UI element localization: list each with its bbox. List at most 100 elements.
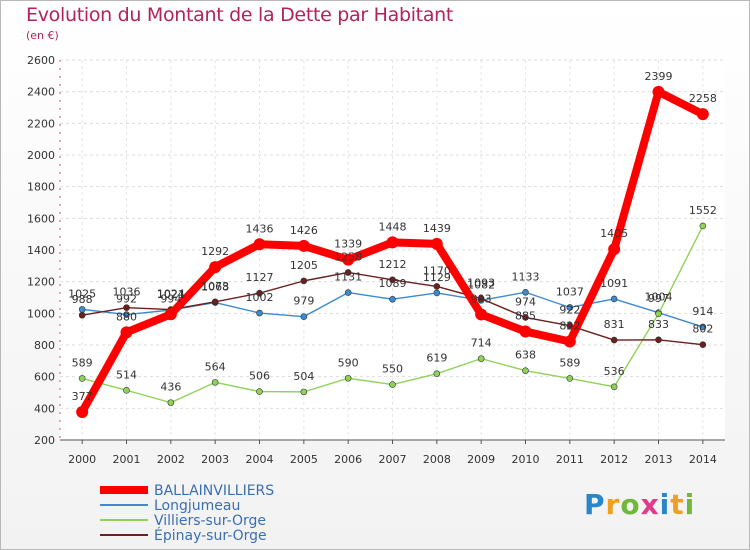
data-label: 2258 bbox=[689, 92, 717, 105]
data-label: 988 bbox=[72, 293, 93, 306]
data-point bbox=[344, 269, 352, 276]
data-label: 638 bbox=[515, 349, 536, 362]
data-point bbox=[610, 336, 618, 344]
data-label: 1089 bbox=[379, 277, 407, 290]
data-label: 1426 bbox=[290, 224, 318, 237]
proxiti-logo: Proxiti bbox=[584, 488, 696, 521]
data-point bbox=[522, 288, 529, 296]
data-point bbox=[610, 383, 618, 391]
data-label: 1129 bbox=[423, 271, 451, 284]
data-label: 1170 bbox=[423, 264, 451, 277]
data-point bbox=[522, 314, 529, 321]
data-label: 1073 bbox=[201, 280, 229, 293]
legend-label: BALLAINVILLIERS bbox=[154, 483, 274, 499]
x-tick-label: 2005 bbox=[290, 453, 318, 466]
data-point bbox=[342, 253, 355, 266]
data-label: 589 bbox=[559, 356, 580, 369]
x-tick-label: 2007 bbox=[379, 453, 407, 466]
data-point bbox=[566, 322, 574, 329]
data-label: 1205 bbox=[290, 259, 318, 272]
data-label: 974 bbox=[515, 295, 536, 308]
data-label: 1258 bbox=[334, 250, 362, 263]
chart-unit: (en €) bbox=[26, 29, 59, 42]
data-point bbox=[652, 85, 665, 98]
data-label: 979 bbox=[293, 295, 314, 308]
data-label: 1133 bbox=[512, 270, 540, 283]
data-label: 885 bbox=[515, 310, 536, 323]
data-point bbox=[300, 277, 308, 285]
data-point bbox=[519, 325, 532, 338]
data-label: 1025 bbox=[68, 287, 96, 300]
data-point bbox=[655, 336, 662, 344]
data-label: 880 bbox=[116, 310, 137, 323]
data-point bbox=[699, 222, 707, 230]
data-point bbox=[256, 289, 263, 297]
data-point bbox=[696, 108, 709, 121]
data-point bbox=[344, 374, 352, 382]
data-label: 1448 bbox=[379, 220, 407, 233]
data-label: 1024 bbox=[157, 288, 185, 301]
data-label: 1405 bbox=[600, 227, 628, 240]
data-label: 589 bbox=[72, 356, 93, 369]
data-point bbox=[78, 306, 86, 313]
data-label: 922 bbox=[559, 304, 580, 317]
x-tick-label: 2002 bbox=[157, 453, 185, 466]
data-point bbox=[211, 298, 219, 306]
data-point bbox=[699, 341, 707, 348]
x-tick-label: 2004 bbox=[246, 453, 274, 466]
y-tick-label: 600 bbox=[34, 371, 55, 384]
data-point bbox=[477, 355, 485, 362]
data-label: 1093 bbox=[467, 277, 495, 290]
data-point bbox=[120, 326, 133, 339]
data-label: 590 bbox=[338, 356, 359, 369]
data-label: 506 bbox=[249, 370, 270, 383]
data-point bbox=[389, 295, 396, 303]
x-tick-label: 2001 bbox=[113, 453, 141, 466]
y-tick-label: 200 bbox=[34, 434, 55, 447]
data-label: 1004 bbox=[645, 291, 673, 304]
x-tick-label: 2012 bbox=[600, 453, 628, 466]
data-point bbox=[76, 405, 89, 418]
legend-label: Villiers-sur-Orge bbox=[154, 513, 266, 529]
data-point bbox=[300, 388, 308, 396]
legend-label: Longjumeau bbox=[154, 498, 240, 514]
data-point bbox=[566, 304, 574, 311]
data-point bbox=[123, 386, 130, 394]
data-point bbox=[610, 295, 618, 303]
data-point bbox=[608, 243, 621, 256]
data-point bbox=[389, 276, 396, 284]
x-tick-label: 2006 bbox=[334, 453, 362, 466]
data-point bbox=[123, 311, 130, 318]
data-point bbox=[300, 313, 308, 320]
data-label: 1131 bbox=[334, 271, 362, 284]
data-label: 1036 bbox=[113, 286, 141, 299]
data-label: 914 bbox=[692, 305, 713, 318]
y-tick-label: 1600 bbox=[27, 212, 55, 225]
y-tick-label: 1200 bbox=[27, 276, 55, 289]
data-label: 1068 bbox=[201, 281, 229, 294]
data-label: 1021 bbox=[157, 288, 185, 301]
data-point bbox=[211, 379, 219, 386]
data-point bbox=[522, 367, 529, 374]
data-label: 714 bbox=[471, 337, 492, 350]
data-point bbox=[256, 388, 263, 395]
x-tick-label: 2000 bbox=[68, 453, 96, 466]
x-tick-label: 2013 bbox=[645, 453, 673, 466]
data-point bbox=[164, 308, 177, 321]
y-tick-label: 2000 bbox=[27, 149, 55, 162]
data-label: 992 bbox=[116, 293, 137, 306]
data-label: 536 bbox=[604, 365, 625, 378]
data-point bbox=[699, 323, 707, 331]
data-point bbox=[386, 236, 399, 249]
data-label: 1552 bbox=[689, 204, 717, 217]
data-point bbox=[167, 399, 175, 406]
data-point bbox=[477, 295, 485, 302]
x-tick-label: 2008 bbox=[423, 453, 451, 466]
x-tick-label: 2014 bbox=[689, 453, 717, 466]
y-tick-label: 1400 bbox=[27, 244, 55, 257]
x-tick-label: 2003 bbox=[201, 453, 229, 466]
data-label: 504 bbox=[293, 370, 314, 383]
y-tick-label: 2400 bbox=[27, 86, 55, 99]
y-tick-label: 2600 bbox=[27, 54, 55, 67]
data-label: 1292 bbox=[201, 245, 229, 258]
